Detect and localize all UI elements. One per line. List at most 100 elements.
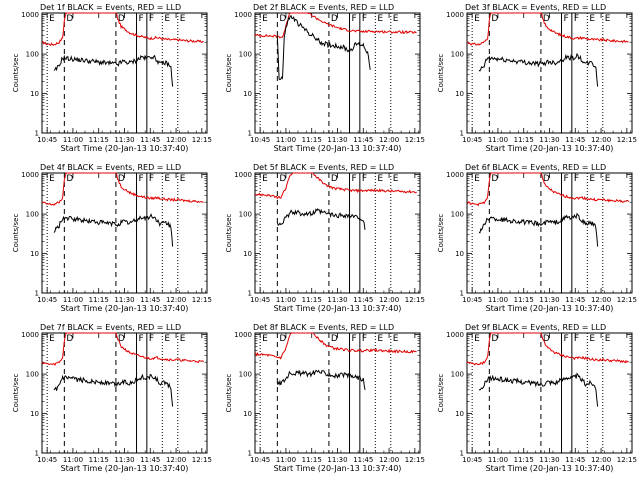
y-tick-label: 100 <box>239 211 252 219</box>
panel-title: Det 4f BLACK = Events, RED = LLD <box>40 163 181 172</box>
marker-label-e: E <box>474 334 480 344</box>
x-tick-label: 11:00 <box>488 136 508 144</box>
x-axis-label: Start Time (20-Jan-13 10:37:40) <box>486 144 614 153</box>
y-tick-label: 1000 <box>446 171 464 179</box>
plot-frame <box>41 172 208 294</box>
marker-label-e: E <box>474 14 480 24</box>
x-tick-label: 11:00 <box>276 296 296 304</box>
y-tick-label: 1000 <box>21 11 39 19</box>
marker-label-f: F <box>574 174 579 184</box>
panel-title: Det 7f BLACK = Events, RED = LLD <box>40 323 181 332</box>
x-tick-label: 11:45 <box>565 456 585 464</box>
x-tick-label: 11:45 <box>353 456 373 464</box>
x-tick-label: 12:00 <box>379 136 399 144</box>
marker-label-e: E <box>49 334 55 344</box>
x-tick-label: 11:15 <box>302 136 322 144</box>
y-tick-label: 1 <box>248 130 252 138</box>
y-axis-label: Counts/sec <box>12 374 20 413</box>
marker-label-d: D <box>118 174 125 184</box>
x-tick-label: 11:30 <box>327 456 347 464</box>
x-tick-label: 11:00 <box>276 136 296 144</box>
detector-panel-2f: Det 2f BLACK = Events, RED = LLD 1 10 100 10… <box>225 3 425 153</box>
marker-label-d: D <box>331 334 338 344</box>
y-tick-label: 1 <box>460 290 464 298</box>
x-tick-label: 11:00 <box>276 456 296 464</box>
x-tick-label: 11:45 <box>565 136 585 144</box>
series-lld-line <box>466 332 629 366</box>
x-tick-label: 10:45 <box>462 136 482 144</box>
x-tick-label: 11:15 <box>89 296 109 304</box>
y-tick-label: 10 <box>455 90 464 98</box>
y-tick-label: 100 <box>451 51 464 59</box>
y-tick-label: 1000 <box>21 331 39 339</box>
panel-title: Det 1f BLACK = Events, RED = LLD <box>40 3 181 12</box>
marker-label-e: E <box>589 334 595 344</box>
x-tick-label: 12:00 <box>591 456 611 464</box>
marker-label-e: E <box>589 174 595 184</box>
y-axis-label: Counts/sec <box>12 214 20 253</box>
marker-label-e: E <box>393 14 399 24</box>
x-axis-label: Start Time (20-Jan-13 10:37:40) <box>61 464 189 473</box>
series-events-line <box>276 208 366 230</box>
x-tick-label: 11:00 <box>63 456 83 464</box>
y-tick-label: 1000 <box>446 331 464 339</box>
y-tick-label: 10 <box>455 410 464 418</box>
x-axis-label: Start Time (20-Jan-13 10:37:40) <box>274 304 402 313</box>
series-lld-line <box>254 12 417 39</box>
x-tick-label: 11:00 <box>488 296 508 304</box>
series-events-line <box>478 212 599 247</box>
x-tick-label: 11:30 <box>327 296 347 304</box>
y-tick-label: 1 <box>35 290 39 298</box>
marker-label-f: F <box>362 174 367 184</box>
y-tick-label: 1 <box>248 290 252 298</box>
marker-label-d: D <box>543 174 550 184</box>
series-events-line <box>276 14 371 81</box>
marker-label-d: D <box>279 334 286 344</box>
x-tick-label: 12:15 <box>192 456 212 464</box>
marker-label-f: F <box>352 334 357 344</box>
marker-label-d: D <box>279 14 286 24</box>
y-tick-label: 10 <box>30 90 39 98</box>
marker-label-d: D <box>543 14 550 24</box>
x-tick-label: 12:15 <box>617 456 637 464</box>
marker-label-f: F <box>574 334 579 344</box>
y-tick-label: 100 <box>239 51 252 59</box>
marker-label-f: F <box>149 174 154 184</box>
y-tick-label: 10 <box>30 410 39 418</box>
marker-label-f: F <box>574 14 579 24</box>
y-tick-label: 1 <box>35 450 39 458</box>
x-tick-label: 12:00 <box>166 296 186 304</box>
marker-label-d: D <box>66 334 73 344</box>
x-tick-label: 11:45 <box>140 456 160 464</box>
series-events-line <box>53 373 174 407</box>
plot-frame <box>41 332 208 454</box>
x-tick-label: 11:30 <box>539 296 559 304</box>
series-lld-line <box>41 172 204 207</box>
marker-label-e: E <box>262 174 268 184</box>
y-tick-label: 10 <box>243 90 252 98</box>
x-tick-label: 12:15 <box>192 296 212 304</box>
marker-label-f: F <box>139 14 144 24</box>
marker-label-e: E <box>180 174 186 184</box>
y-tick-label: 100 <box>239 371 252 379</box>
y-tick-label: 100 <box>26 211 39 219</box>
detector-panel-8f: Det 8f BLACK = Events, RED = LLD 1 10 100 10… <box>225 323 425 473</box>
x-tick-label: 11:15 <box>302 296 322 304</box>
marker-label-d: D <box>118 14 125 24</box>
series-lld-line <box>255 332 417 360</box>
marker-label-e: E <box>377 334 383 344</box>
y-tick-label: 10 <box>30 250 39 258</box>
x-tick-label: 10:45 <box>250 456 270 464</box>
marker-label-d: D <box>118 334 125 344</box>
series-lld-line <box>254 172 417 200</box>
marker-label-f: F <box>149 14 154 24</box>
detector-panel-9f: Det 9f BLACK = Events, RED = LLD 1 10 100 10… <box>437 323 637 473</box>
x-axis-label: Start Time (20-Jan-13 10:37:40) <box>274 464 402 473</box>
marker-label-e: E <box>605 174 611 184</box>
plot-frame <box>466 332 633 454</box>
marker-label-e: E <box>393 174 399 184</box>
marker-label-e: E <box>262 14 268 24</box>
marker-label-f: F <box>564 334 569 344</box>
marker-label-d: D <box>66 174 73 184</box>
x-tick-label: 12:15 <box>405 296 425 304</box>
